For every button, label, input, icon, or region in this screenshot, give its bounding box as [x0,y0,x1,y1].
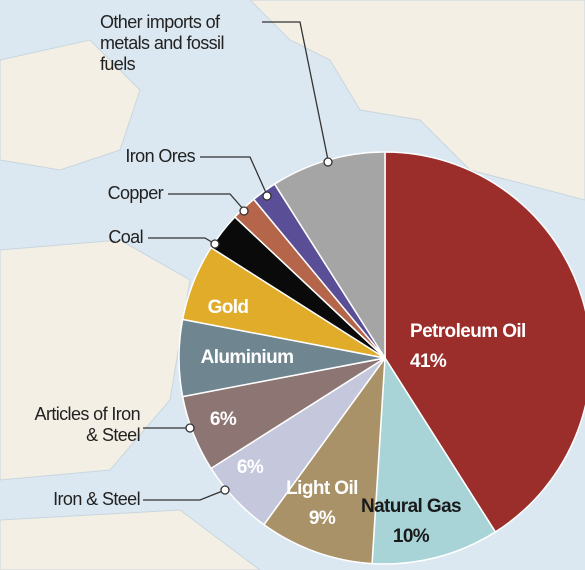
value-label: 9% [309,508,336,529]
pie-slice [371,355,497,565]
leader-lines [143,21,329,501]
slice-label: Petroleum Oil [410,321,526,342]
value-label: 41% [410,351,447,372]
slice-label: Coal [108,227,143,247]
slice-label: Iron & Steel [53,489,140,509]
pie-slice [262,355,386,565]
pie-slice [384,151,585,533]
value-label: 6% [237,457,264,478]
slice-label: Copper [107,183,164,203]
leader-dots [185,157,333,495]
slice-label: Natural Gas [361,496,461,517]
slice-label: Light Oil [286,478,358,499]
slice-label: Aluminium [201,347,294,368]
slice-label: Gold [208,297,249,318]
value-label: 10% [393,526,430,547]
value-label: 6% [210,409,237,430]
slice-label: Iron Ores [125,146,195,166]
slice-label: Other imports of metals and fossil fuels [100,12,224,74]
slice-label: Articles of Iron & Steel [34,404,141,445]
